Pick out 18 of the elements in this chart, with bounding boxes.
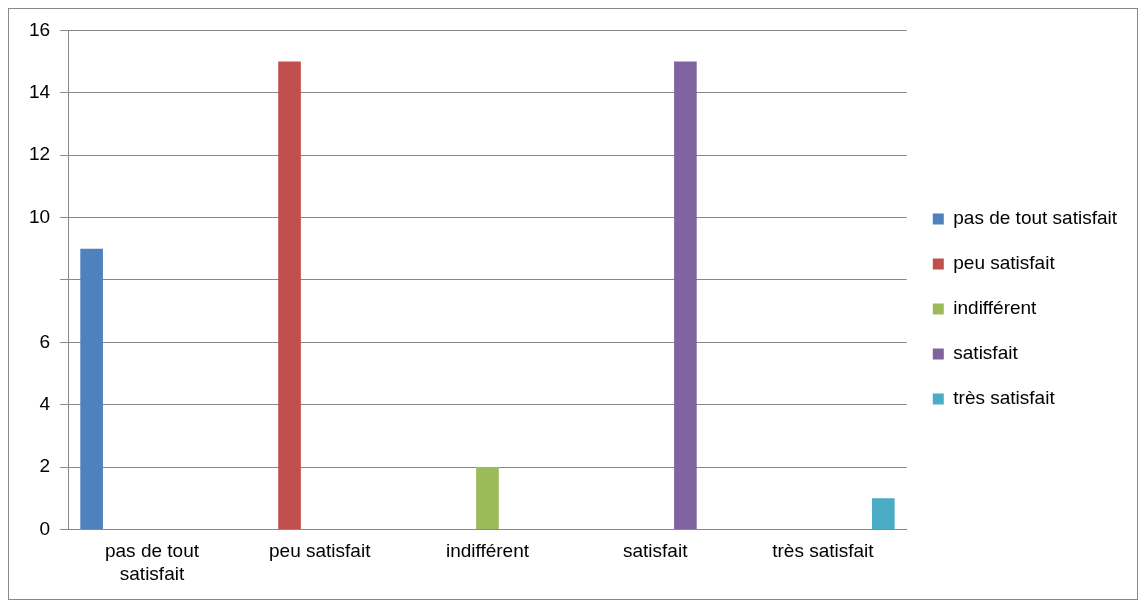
- x-tick-label: peu satisfait: [269, 540, 372, 562]
- legend-label: satisfait: [953, 342, 1019, 364]
- legend-label: très satisfait: [953, 387, 1056, 409]
- x-tick-label: pas de tout satisfait: [104, 540, 200, 584]
- x-tick-label: très satisfait: [772, 540, 875, 562]
- y-tick-label: 14: [28, 81, 51, 103]
- y-tick-label: 4: [39, 392, 51, 414]
- legend-label: pas de tout satisfait: [953, 207, 1118, 229]
- y-tick-label: 12: [28, 143, 51, 165]
- x-tick-label: satisfait: [622, 540, 689, 562]
- y-tick-label: 0: [39, 517, 51, 539]
- y-tick-label: 10: [28, 205, 51, 227]
- x-tick-label: indifférent: [445, 540, 530, 562]
- y-tick-label: 2: [39, 455, 51, 477]
- legend-label: peu satisfait: [953, 252, 1056, 274]
- legend-label: indifférent: [953, 297, 1038, 319]
- y-tick-label: 6: [39, 330, 51, 352]
- y-tick-label: 16: [28, 18, 51, 40]
